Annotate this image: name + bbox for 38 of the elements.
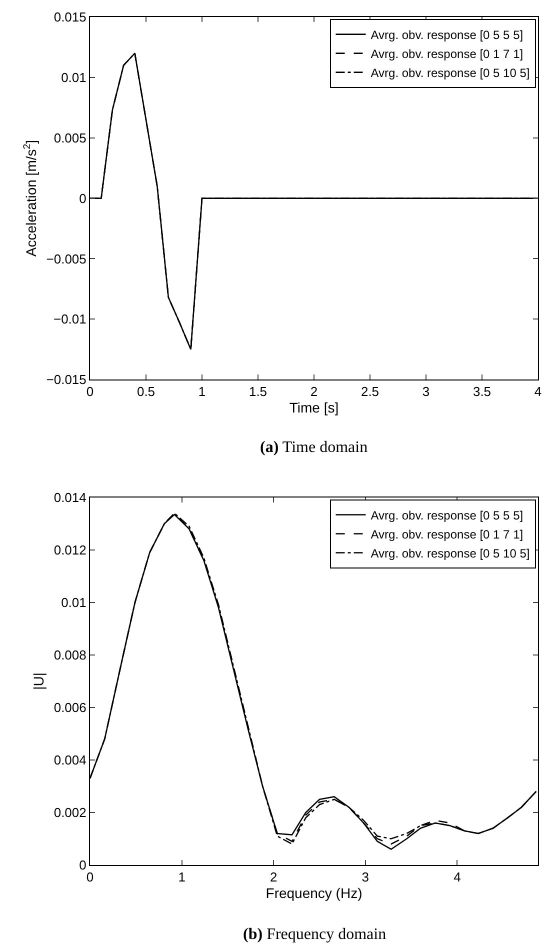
y-tick-label: 0 [79,858,86,873]
x-tick-label: 4 [454,870,461,885]
y-axis-title: |U| [30,672,46,690]
y-tick-label: 0.005 [54,130,86,146]
y-tick-label: 0.008 [54,648,86,663]
y-tick-label: −0.005 [46,251,86,266]
x-tick-label: 0.5 [136,384,156,400]
y-tick-label: 0.004 [54,752,86,768]
x-tick-label: 2.5 [360,384,380,400]
legend-label: Avrg. obv. response [0 5 10 5] [370,546,530,560]
x-tick-label: 1.5 [248,384,268,400]
y-tick-label: 0.002 [54,805,86,820]
x-tick-label: 3 [362,870,370,885]
legend-label: Avrg. obv. response [0 5 5 5] [370,28,524,42]
y-tick-label: −0.015 [46,372,86,388]
y-tick-label: 0.015 [54,10,86,25]
x-tick-label: 2 [310,384,318,400]
y-tick-label: 0.01 [61,595,86,610]
x-tick-label: 1 [178,870,186,885]
legend-label: Avrg. obv. response [0 1 7 1] [370,527,524,542]
x-tick-label: 3.5 [472,384,492,400]
x-axis-title: Frequency (Hz) [266,884,362,901]
x-tick-label: 3 [422,384,430,400]
text: (a) Time domain [260,439,368,456]
legend-label: Avrg. obv. response [0 5 5 5] [370,508,524,522]
legend-label: Avrg. obv. response [0 1 7 1] [370,46,524,61]
y-tick-label: 0.006 [54,700,86,716]
y-tick-label: −0.01 [53,312,86,327]
y-tick-label: 0.012 [54,542,86,558]
x-axis-title: Time [s] [289,399,339,416]
x-tick-label: 2 [270,870,278,885]
x-tick-label: 1 [198,384,206,400]
text: (b) Frequency domain [243,926,386,943]
x-tick-label: 4 [534,384,542,400]
legend-label: Avrg. obv. response [0 5 10 5] [370,66,530,80]
y-tick-label: 0.014 [54,490,86,505]
y-tick-label: 0.01 [61,70,86,85]
y-tick-label: 0 [79,190,86,206]
